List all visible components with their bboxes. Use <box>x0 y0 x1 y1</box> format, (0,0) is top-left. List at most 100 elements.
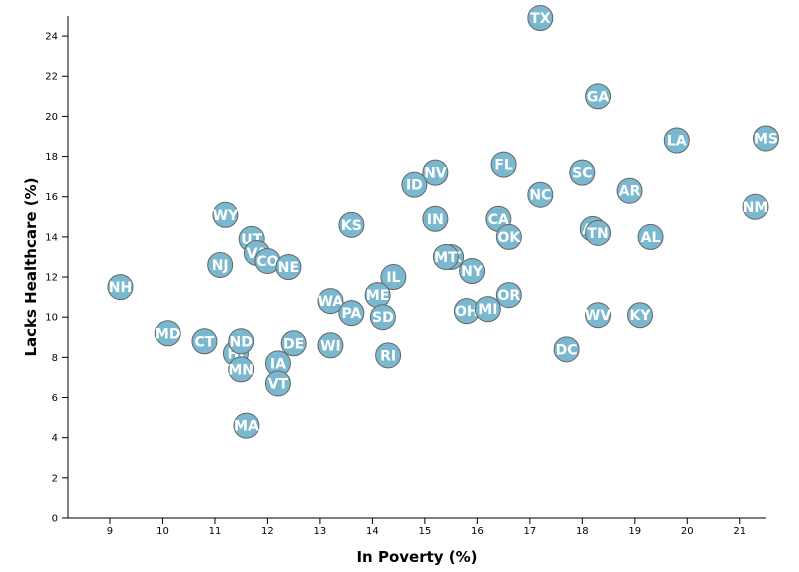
state-marker <box>338 211 365 238</box>
state-point-ok: OK <box>495 223 522 250</box>
state-label: NE <box>278 260 299 276</box>
y-tick-label: 4 <box>52 433 58 444</box>
y-axis-title: Lacks Healthcare (%) <box>22 177 40 356</box>
state-label: RI <box>380 348 396 364</box>
state-label: MD <box>155 326 181 342</box>
state-marker <box>212 201 239 228</box>
state-label: NM <box>743 200 769 216</box>
data-points: TXGALAMSFLSCNVIDNCARNMWYINCAKSAZTNOKALUT… <box>107 5 779 439</box>
state-label: IN <box>427 212 444 228</box>
state-marker <box>401 171 428 198</box>
x-tick-label: 14 <box>366 526 379 537</box>
state-label: TX <box>530 11 551 27</box>
state-label: ND <box>230 334 253 350</box>
state-point-il: IL <box>380 264 407 291</box>
x-axis-title: In Poverty (%) <box>356 548 477 566</box>
state-point-ks: KS <box>338 211 365 238</box>
x-tick-label: 9 <box>107 526 113 537</box>
x-tick-label: 10 <box>156 526 169 537</box>
state-point-in: IN <box>422 205 449 232</box>
state-label: WI <box>320 338 341 354</box>
state-point-al: AL <box>637 223 664 250</box>
state-point-nj: NJ <box>207 251 234 278</box>
state-marker <box>569 159 596 186</box>
state-point-fl: FL <box>490 151 517 178</box>
state-point-nh: NH <box>107 274 134 301</box>
state-point-nd: ND <box>228 328 255 355</box>
state-label: NC <box>529 188 551 204</box>
state-point-vt: VT <box>264 370 291 397</box>
state-point-me: ME <box>364 282 391 309</box>
state-point-wi: WI <box>317 332 344 359</box>
state-label: ID <box>406 178 423 194</box>
state-label: MI <box>478 302 497 318</box>
state-marker <box>495 223 522 250</box>
state-label: DE <box>283 336 304 352</box>
state-point-nv: NV <box>422 159 449 186</box>
state-marker <box>264 370 291 397</box>
state-marker <box>527 5 554 32</box>
state-label: WV <box>585 308 611 324</box>
y-tick-label: 2 <box>52 473 58 484</box>
state-point-wa: WA <box>317 288 344 315</box>
y-tick-label: 18 <box>45 152 58 163</box>
state-point-id: ID <box>401 171 428 198</box>
state-label: IL <box>386 270 400 286</box>
state-marker <box>432 243 459 270</box>
state-marker <box>422 205 449 232</box>
state-marker <box>275 254 302 280</box>
state-marker <box>490 151 517 178</box>
x-tick-label: 15 <box>419 526 432 537</box>
state-point-ri: RI <box>375 342 402 369</box>
state-label: SC <box>572 166 592 182</box>
state-marker <box>107 274 134 301</box>
state-point-mi: MI <box>474 296 501 323</box>
state-label: TN <box>587 226 608 242</box>
state-point-pa: PA <box>338 300 365 327</box>
state-label: MN <box>228 362 254 378</box>
state-point-nc: NC <box>527 181 554 208</box>
x-tick-label: 17 <box>523 526 536 537</box>
state-marker <box>616 177 643 204</box>
state-marker <box>495 282 522 309</box>
x-tick-label: 13 <box>314 526 327 537</box>
state-point-nm: NM <box>742 193 769 220</box>
state-label: DC <box>556 342 578 358</box>
x-tick-label: 21 <box>733 526 746 537</box>
state-marker <box>154 320 181 347</box>
state-marker <box>317 332 344 359</box>
x-tick-label: 18 <box>576 526 589 537</box>
y-tick-label: 16 <box>45 192 58 203</box>
state-label: FL <box>494 158 513 174</box>
state-point-dc: DC <box>553 336 580 363</box>
state-marker <box>233 412 260 439</box>
state-label: GA <box>587 89 609 105</box>
state-marker <box>338 300 365 327</box>
y-tick-label: 6 <box>52 393 58 404</box>
state-label: WA <box>318 294 344 310</box>
state-marker <box>228 328 255 355</box>
x-tick-label: 16 <box>471 526 484 537</box>
state-marker <box>474 296 501 323</box>
state-marker <box>191 328 218 355</box>
state-point-co: CO <box>254 247 281 274</box>
state-label: OR <box>497 288 520 304</box>
state-point-ia: IA <box>264 350 291 377</box>
y-tick-label: 10 <box>45 313 58 324</box>
x-tick-label: 19 <box>628 526 641 537</box>
state-marker <box>207 251 234 278</box>
state-label: CA <box>488 212 509 228</box>
state-label: PA <box>341 306 361 322</box>
state-label: OK <box>497 230 521 246</box>
state-label: AL <box>641 230 661 246</box>
state-label: KS <box>341 218 362 234</box>
state-point-ct: CT <box>191 328 218 355</box>
state-label: MT <box>434 250 458 266</box>
y-tick-label: 0 <box>52 514 58 525</box>
state-marker <box>753 125 779 152</box>
y-tick-label: 24 <box>45 32 58 43</box>
y-tick-label: 20 <box>45 112 58 123</box>
state-marker <box>637 223 664 250</box>
state-label: NV <box>424 166 447 182</box>
state-marker <box>369 304 396 331</box>
